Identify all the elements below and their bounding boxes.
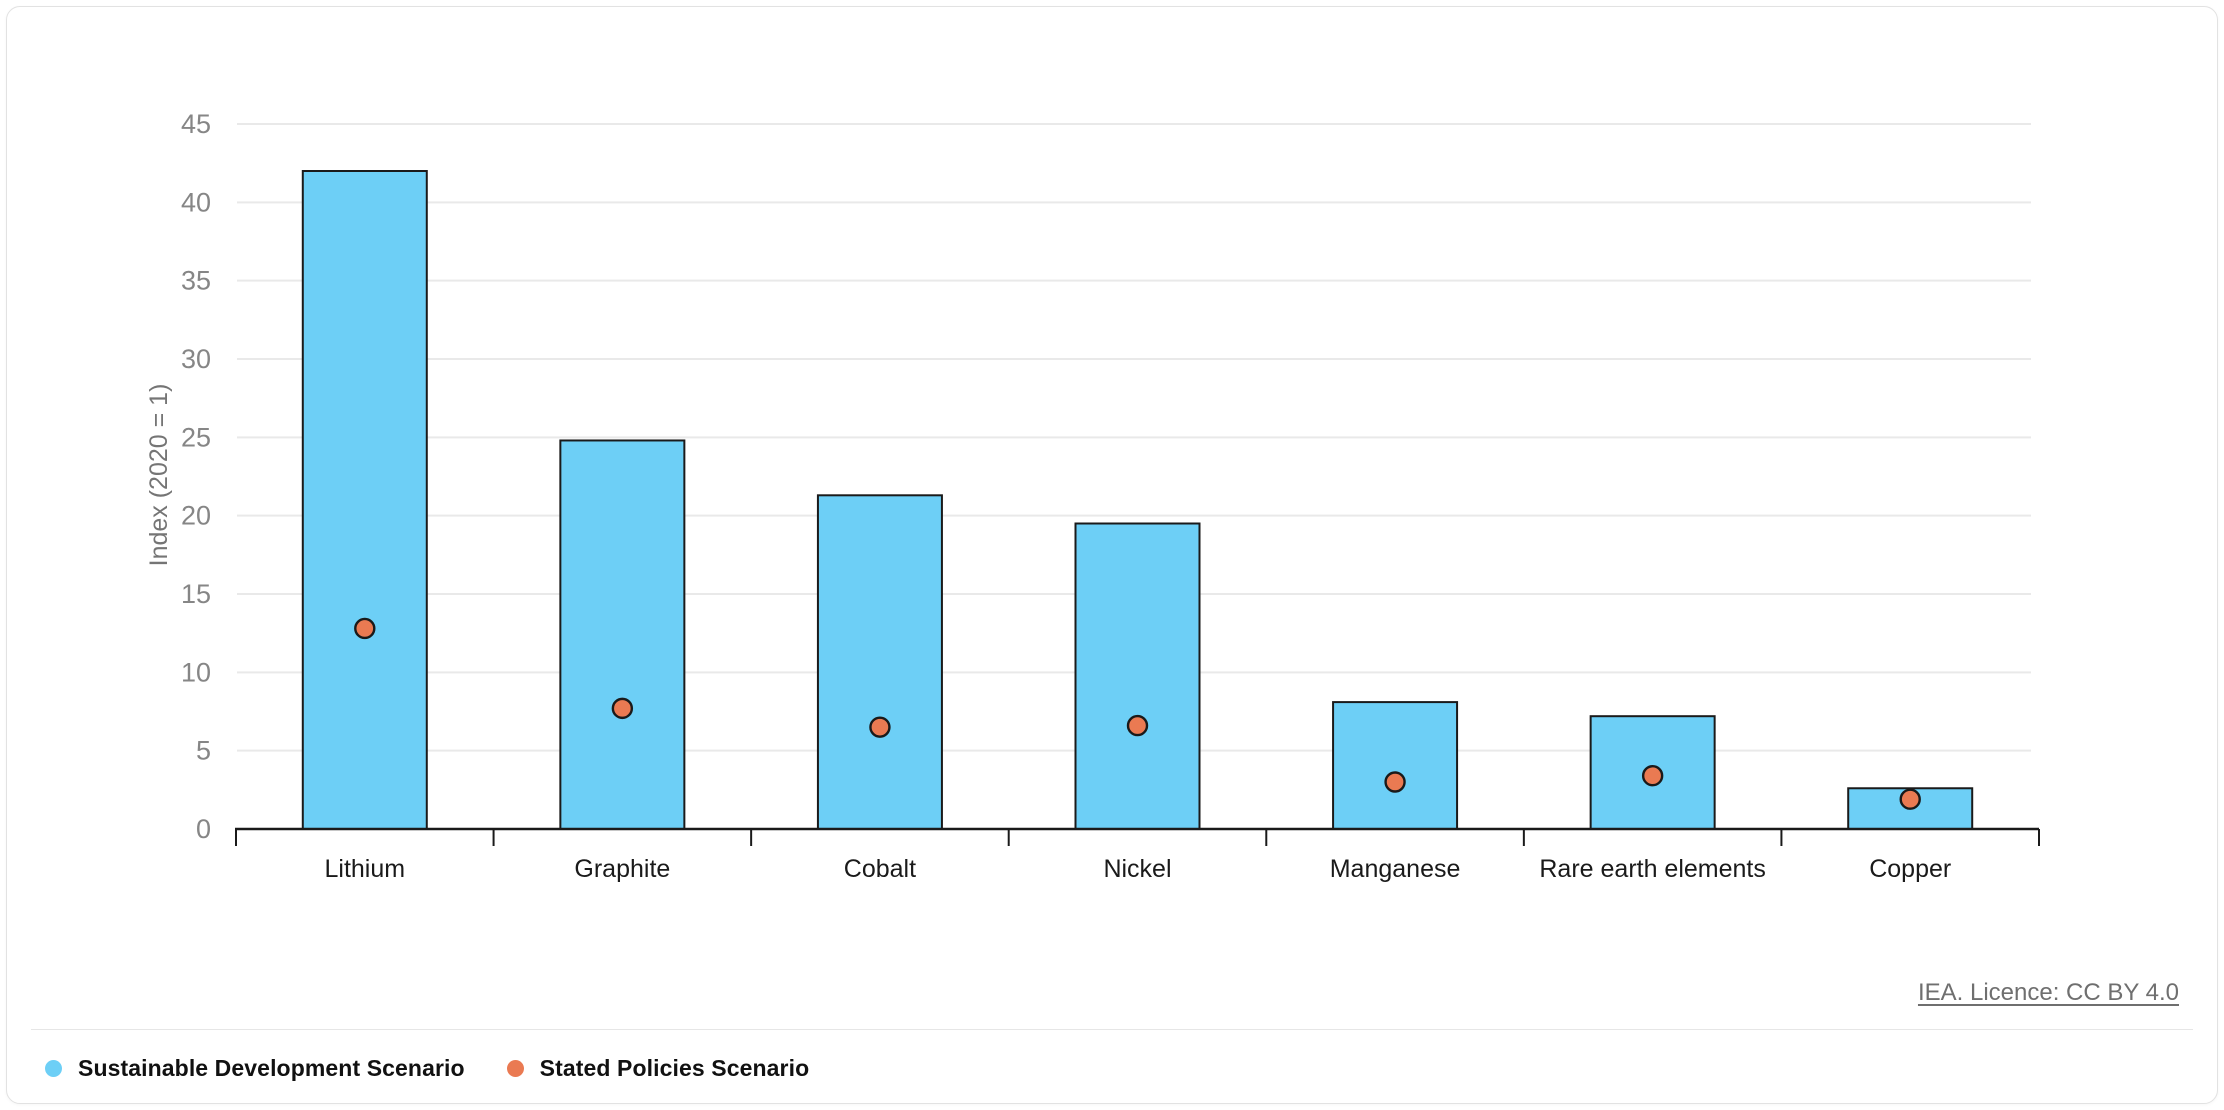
dot-copper[interactable] xyxy=(1899,788,1921,810)
dot-lithium[interactable] xyxy=(354,617,376,640)
y-tick-label-35: 35 xyxy=(181,266,211,296)
chart-card: 0 5 10 15 20 25 30 35 40 45 Index (2020 = 1) Lith… xyxy=(6,6,2218,1104)
x-category-label-copper: Copper xyxy=(1869,855,1951,883)
y-tick-label-20: 20 xyxy=(181,501,211,531)
y-tick-label-30: 30 xyxy=(181,344,211,374)
x-category-label-manganese: Manganese xyxy=(1330,855,1461,883)
x-axis-layer xyxy=(235,827,2040,846)
legend-item-stated-policies-scenario[interactable]: Stated Policies Scenario xyxy=(506,1055,810,1082)
y-tick-label-10: 10 xyxy=(181,657,211,687)
bar-nickel[interactable] xyxy=(1074,522,1201,830)
bar-chart: 0 5 10 15 20 25 30 35 40 45 Index (2020 = 1) Lith… xyxy=(145,109,2040,883)
bar-cobalt[interactable] xyxy=(816,494,943,830)
x-category-label-cobalt: Cobalt xyxy=(844,855,916,883)
legend-divider xyxy=(31,1029,2193,1030)
y-tick-label-0: 0 xyxy=(196,814,211,844)
dot-cobalt[interactable] xyxy=(869,716,891,738)
dot-manganese[interactable] xyxy=(1384,771,1406,793)
y-axis-title: Index (2020 = 1) xyxy=(145,384,173,567)
legend-marker-stated-policies-scenario xyxy=(506,1060,524,1077)
y-tick-label-15: 15 xyxy=(181,579,211,609)
y-tick-label-25: 25 xyxy=(181,422,211,452)
grid-layer xyxy=(237,123,2031,752)
x-category-label-lithium: Lithium xyxy=(324,855,405,883)
x-axis-category-labels: Lithium Graphite Cobalt Nickel Manganese Rare… xyxy=(324,855,1951,883)
license-link[interactable]: IEA. Licence: CC BY 4.0 xyxy=(1917,979,2179,1006)
bar-lithium[interactable] xyxy=(301,170,428,830)
x-category-label-graphite: Graphite xyxy=(574,855,670,883)
y-axis-tick-labels: 0 5 10 15 20 25 30 35 40 45 xyxy=(181,109,211,844)
y-tick-label-45: 45 xyxy=(181,109,211,139)
y-tick-label-5: 5 xyxy=(196,736,211,766)
dot-nickel[interactable] xyxy=(1126,714,1149,737)
x-category-label-nickel: Nickel xyxy=(1103,855,1171,883)
dot-graphite[interactable] xyxy=(611,697,634,720)
dot-rare-earth-elements[interactable] xyxy=(1641,765,1664,787)
legend-item-sustainable-development-scenario[interactable]: Sustainable Development Scenario xyxy=(45,1055,465,1082)
y-tick-label-40: 40 xyxy=(181,187,211,217)
footer: IEA. Licence: CC BY 4.0 xyxy=(1918,979,2179,1007)
legend-marker-sustainable-development-scenario xyxy=(45,1060,62,1077)
legend-label-sustainable-development-scenario: Sustainable Development Scenario xyxy=(78,1055,465,1081)
dot-series-layer xyxy=(354,617,1921,810)
bar-manganese[interactable] xyxy=(1332,701,1459,830)
bar-series-layer xyxy=(301,170,1974,831)
chart-legend: Sustainable Development Scenario Stated P… xyxy=(45,1055,809,1082)
legend-label-stated-policies-scenario: Stated Policies Scenario xyxy=(539,1055,810,1081)
x-category-label-rare-earth-elements: Rare earth elements xyxy=(1539,855,1766,883)
bar-graphite[interactable] xyxy=(559,439,686,830)
